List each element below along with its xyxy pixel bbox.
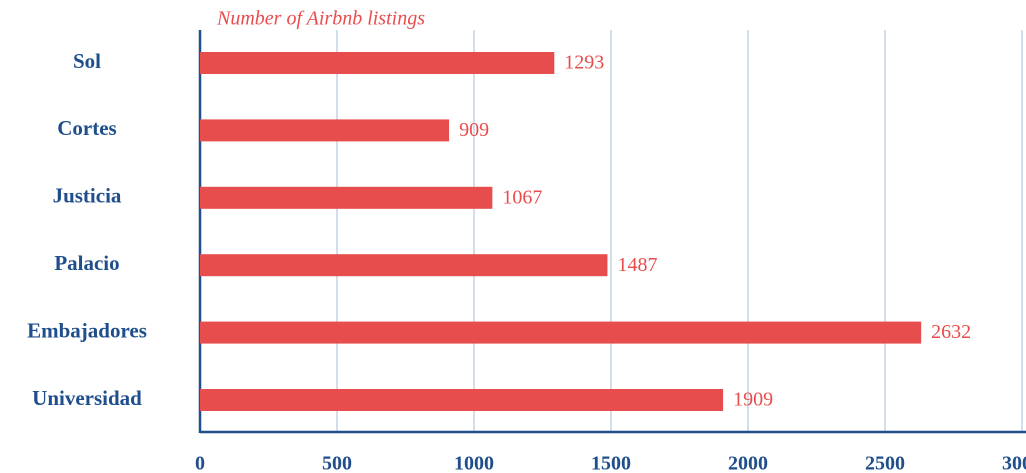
y-tick-label: Palacio	[54, 251, 119, 275]
x-tick-label: 3000	[1002, 453, 1026, 473]
bar	[200, 119, 450, 142]
x-tick-label: 2500	[865, 453, 905, 473]
x-tick-label: 1500	[591, 453, 631, 473]
bar	[200, 186, 493, 209]
x-tick-label: 2000	[728, 453, 768, 473]
value-label: 909	[459, 119, 489, 141]
y-tick-label: Embajadores	[27, 318, 147, 342]
value-label: 1487	[617, 254, 657, 276]
x-tick-label: 0	[195, 453, 205, 473]
x-tick-label: 1000	[454, 453, 494, 473]
bar	[200, 254, 608, 277]
bar	[200, 389, 724, 411]
value-label: 1067	[502, 186, 542, 208]
y-tick-label: Sol	[73, 49, 101, 73]
y-tick-label: Cortes	[57, 116, 116, 140]
bar	[200, 321, 922, 344]
y-tick-label: Justicia	[53, 184, 122, 208]
chart-title: Number of Airbnb listings	[216, 8, 425, 30]
value-label: 1909	[733, 389, 773, 411]
value-label: 2632	[931, 321, 971, 343]
y-tick-label: Universidad	[32, 386, 142, 410]
bar	[200, 52, 555, 74]
value-label: 1293	[564, 52, 604, 74]
x-tick-label: 500	[322, 453, 352, 473]
